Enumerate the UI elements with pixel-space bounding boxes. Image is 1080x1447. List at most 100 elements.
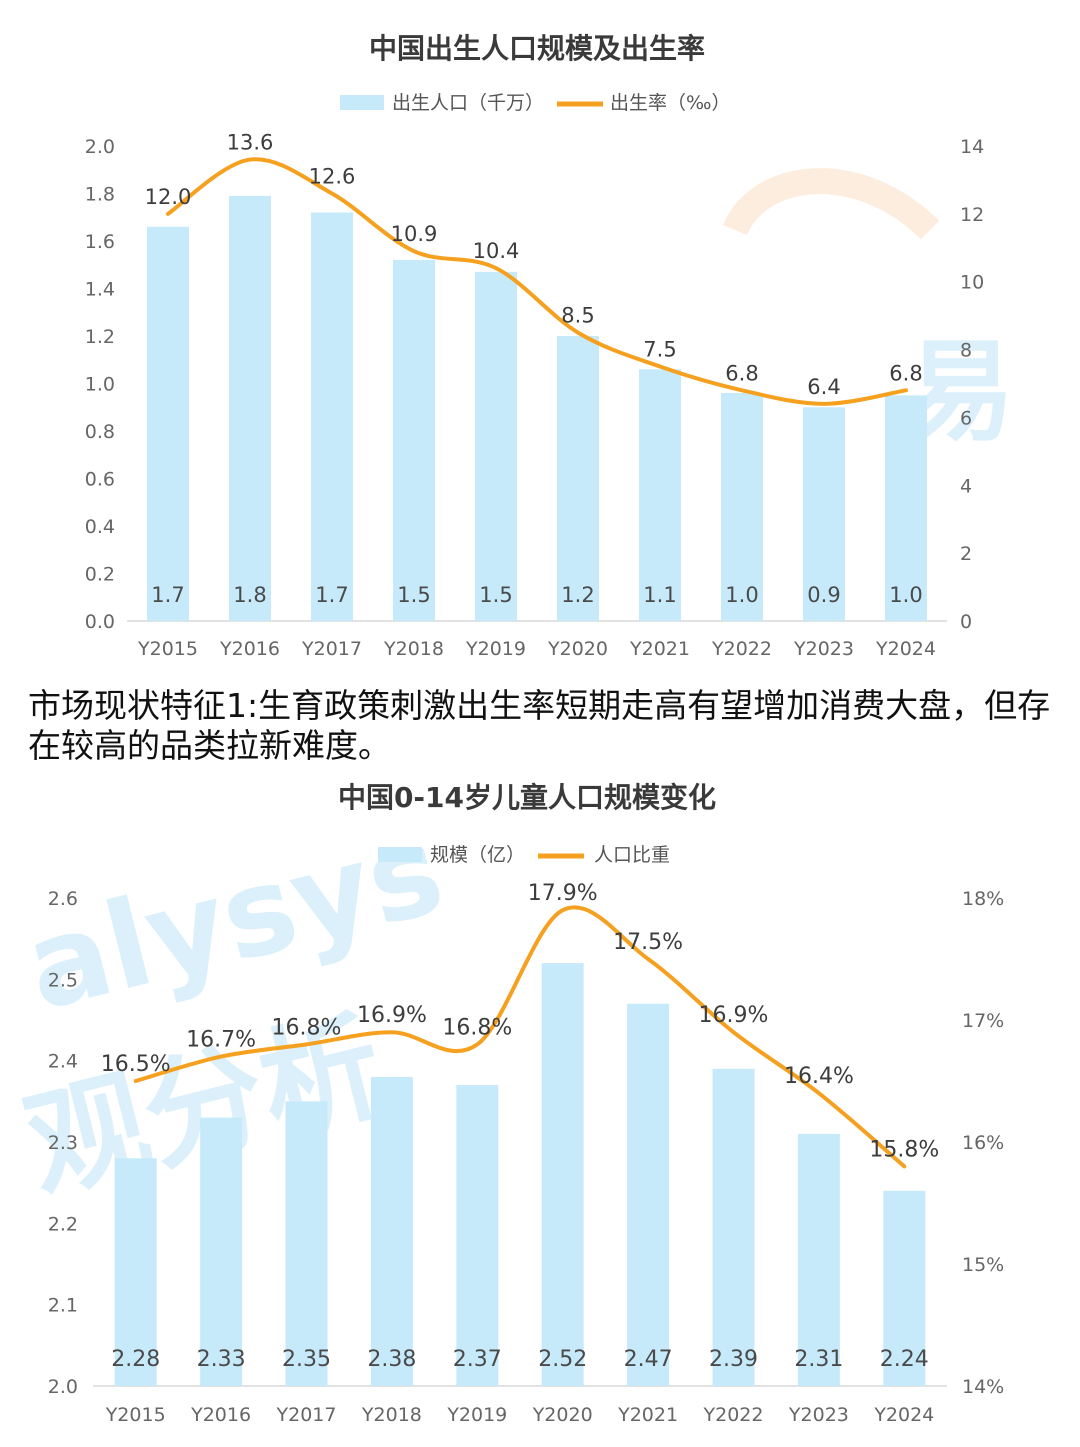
- bar: [557, 336, 599, 621]
- y-right-tick-label: 0: [960, 611, 972, 633]
- bar-data-label: 2.47: [624, 1347, 673, 1372]
- line-data-label: 6.8: [725, 361, 758, 385]
- y-right-tick-label: 10: [960, 272, 984, 294]
- bar-data-label: 2.33: [197, 1347, 246, 1372]
- y-left-tick-label: 2.3: [48, 1132, 78, 1154]
- x-category-label: Y2018: [361, 1404, 422, 1426]
- chart-title: 中国出生人口规模及出生率: [369, 32, 705, 65]
- legend-line-label: 人口比重: [594, 844, 670, 866]
- bar: [200, 1117, 243, 1386]
- bar-data-label: 2.28: [111, 1347, 160, 1372]
- line-data-label: 10.4: [473, 239, 520, 263]
- y-right-tick-label: 14%: [962, 1376, 1004, 1398]
- y-left-tick-label: 1.2: [85, 326, 115, 348]
- y-left-tick-label: 0.6: [85, 469, 115, 491]
- bar: [114, 1158, 157, 1386]
- y-left-tick-label: 0.4: [85, 516, 115, 538]
- y-left-tick-label: 0.2: [85, 564, 115, 586]
- legend-bar-swatch: [378, 847, 422, 862]
- bar-data-label: 1.7: [151, 583, 184, 607]
- line-data-label: 17.5%: [613, 930, 683, 955]
- y-right-tick-label: 16%: [962, 1132, 1004, 1154]
- bar-data-label: 2.52: [538, 1347, 587, 1372]
- chart-title: 中国0-14岁儿童人口规模变化: [338, 781, 716, 814]
- bar-data-label: 1.7: [315, 583, 348, 607]
- y-left-tick-label: 2.1: [48, 1295, 78, 1317]
- x-category-label: Y2022: [703, 1404, 764, 1426]
- line-data-label: 10.9: [391, 222, 438, 246]
- x-category-label: Y2016: [219, 638, 280, 660]
- bar: [885, 395, 927, 621]
- bar-data-label: 2.38: [367, 1347, 416, 1372]
- legend-bar-label: 出生人口（千万）: [392, 92, 544, 114]
- bar: [147, 226, 189, 621]
- x-category-label: Y2017: [301, 638, 362, 660]
- y-left-tick-label: 2.6: [48, 888, 78, 910]
- x-category-label: Y2016: [190, 1404, 251, 1426]
- line-data-label: 6.8: [889, 361, 922, 385]
- bar: [311, 212, 353, 621]
- x-category-label: Y2024: [875, 638, 936, 660]
- y-left-tick-label: 2.0: [48, 1376, 78, 1398]
- x-category-label: Y2015: [137, 638, 198, 660]
- x-category-label: Y2017: [276, 1404, 337, 1426]
- bar: [721, 393, 763, 621]
- line-data-label: 16.4%: [784, 1064, 854, 1089]
- bar-data-label: 1.2: [561, 583, 594, 607]
- bar-data-label: 1.5: [397, 583, 430, 607]
- bar: [803, 407, 845, 621]
- y-left-tick-label: 2.5: [48, 969, 78, 991]
- birth-chart: 易中国出生人口规模及出生率 出生人口（千万） 出生率（‰） 0.0 0.2 0.4 0.6 0…: [0, 0, 1080, 680]
- bar: [229, 195, 271, 621]
- series-line: [166, 157, 908, 406]
- bar-data-label: 2.24: [880, 1347, 929, 1372]
- x-category-label: Y2020: [547, 638, 608, 660]
- bar: [285, 1101, 328, 1386]
- x-category-label: Y2023: [788, 1404, 849, 1426]
- y-left-tick-label: 0.0: [85, 611, 115, 633]
- bar: [639, 369, 681, 621]
- x-category-label: Y2019: [446, 1404, 507, 1426]
- y-right-tick-label: 12: [960, 204, 984, 226]
- y-left-tick-label: 1.0: [85, 374, 115, 396]
- series-line: [133, 905, 907, 1169]
- bar-data-label: 1.0: [725, 583, 758, 607]
- line-data-label: 7.5: [643, 338, 676, 362]
- line-data-label: 17.9%: [528, 881, 598, 906]
- children-chart: alysys 观分析 中国0-14岁儿童人口规模变化 规模（亿） 人口比重 2.0 2.1 2…: [0, 770, 1080, 1443]
- bar-data-label: 2.35: [282, 1347, 331, 1372]
- legend-bar-swatch: [340, 95, 384, 110]
- bar-data-label: 0.9: [807, 583, 840, 607]
- legend-line-label: 出生率（‰）: [610, 92, 731, 114]
- y-left-tick-label: 1.4: [85, 279, 115, 301]
- y-left-tick-label: 2.2: [48, 1213, 78, 1235]
- y-right-tick-label: 14: [960, 136, 984, 158]
- bar: [541, 963, 584, 1386]
- caption-text: 市场现状特征1:生育政策刺激出生率短期走高有望增加消费大盘，但存在较高的品类拉新…: [28, 686, 1051, 765]
- line-data-label: 6.4: [807, 375, 840, 399]
- bar: [393, 260, 435, 621]
- legend-bar-label: 规模（亿）: [430, 844, 525, 866]
- line-data-label: 16.5%: [101, 1052, 171, 1077]
- line-data-label: 16.9%: [357, 1003, 427, 1028]
- x-category-label: Y2021: [617, 1404, 678, 1426]
- line-data-label: 16.9%: [699, 1003, 769, 1028]
- y-right-tick-label: 8: [960, 340, 972, 362]
- bar: [883, 1190, 926, 1386]
- y-right-tick-label: 4: [960, 475, 972, 497]
- x-category-label: Y2021: [629, 638, 690, 660]
- line-data-label: 16.8%: [272, 1015, 342, 1040]
- line-data-label: 12.0: [145, 185, 192, 209]
- line-data-label: 15.8%: [869, 1137, 939, 1162]
- y-left-tick-label: 0.8: [85, 421, 115, 443]
- bar-data-label: 1.0: [889, 583, 922, 607]
- bar-data-label: 2.31: [794, 1347, 843, 1372]
- y-right-tick-label: 17%: [962, 1010, 1004, 1032]
- x-category-label: Y2015: [105, 1404, 166, 1426]
- bar-data-label: 1.5: [479, 583, 512, 607]
- y-left-tick-label: 1.6: [85, 231, 115, 253]
- line-data-label: 16.8%: [442, 1015, 512, 1040]
- x-category-label: Y2018: [383, 638, 444, 660]
